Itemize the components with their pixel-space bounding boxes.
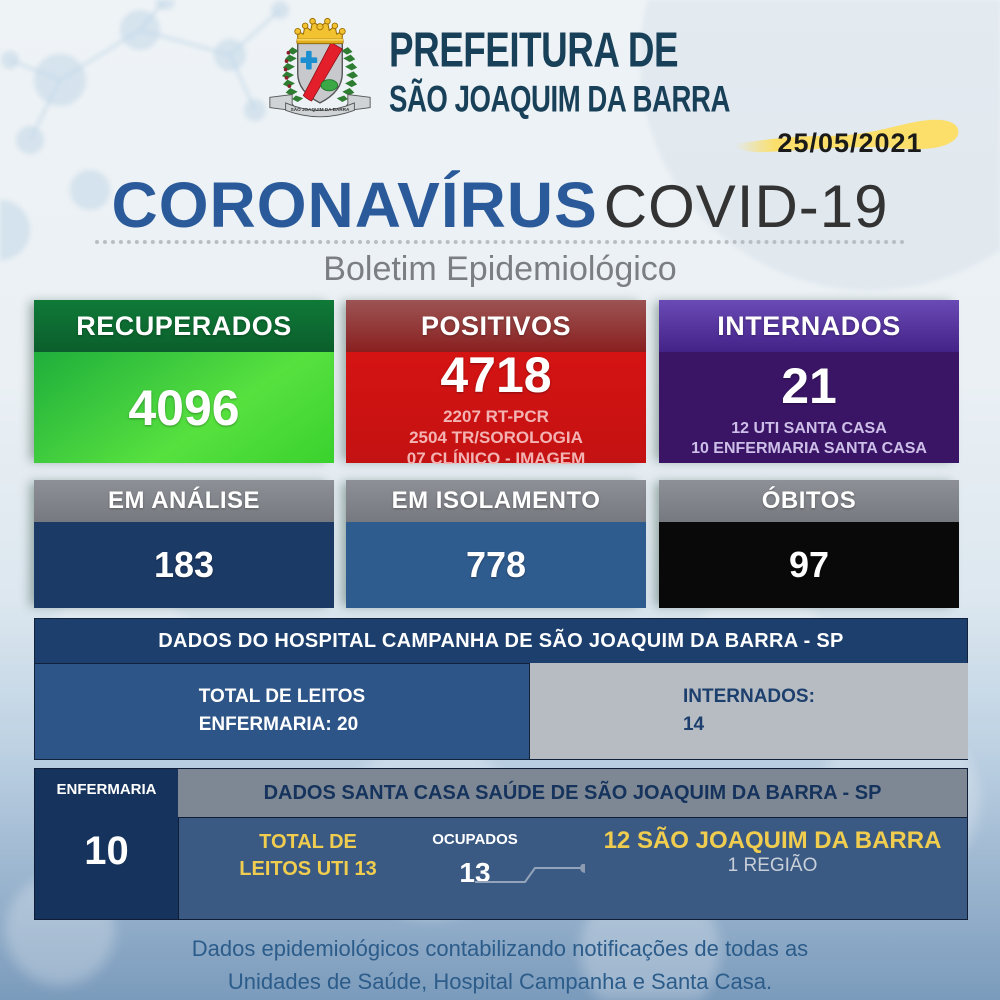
svg-text:SÃO JOAQUIM DA BARRA: SÃO JOAQUIM DA BARRA — [291, 106, 350, 112]
